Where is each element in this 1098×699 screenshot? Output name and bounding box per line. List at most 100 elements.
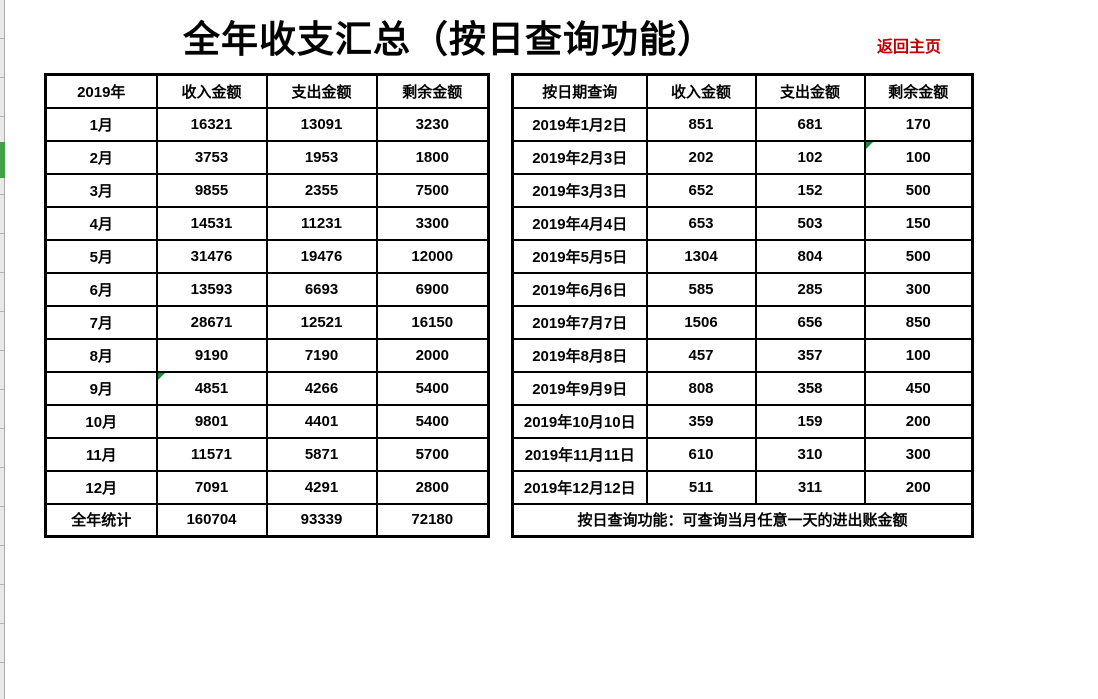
- table-cell[interactable]: 152: [754, 172, 866, 208]
- table-cell[interactable]: 2019年8月8日: [511, 337, 648, 373]
- table-cell[interactable]: 310: [754, 436, 866, 472]
- table-cell[interactable]: 285: [754, 271, 866, 307]
- table-cell[interactable]: 102: [754, 139, 866, 175]
- table-cell[interactable]: 28671: [155, 304, 268, 340]
- table-cell[interactable]: 850: [863, 304, 974, 340]
- table-cell[interactable]: 3月: [44, 172, 158, 208]
- table-cell[interactable]: 4月: [44, 205, 158, 241]
- table-cell[interactable]: 170: [863, 106, 974, 142]
- table-cell[interactable]: 100: [863, 337, 974, 373]
- table-cell[interactable]: 3230: [375, 106, 490, 142]
- table-cell[interactable]: 12521: [265, 304, 378, 340]
- footer-note-cell[interactable]: 按日查询功能：可查询当月任意一天的进出账金额: [511, 502, 974, 538]
- column-header[interactable]: 剩余金额: [863, 73, 974, 109]
- table-cell[interactable]: 300: [863, 436, 974, 472]
- table-cell[interactable]: 2019年7月7日: [511, 304, 648, 340]
- table-cell[interactable]: 2019年2月3日: [511, 139, 648, 175]
- table-cell[interactable]: 656: [754, 304, 866, 340]
- table-cell[interactable]: 14531: [155, 205, 268, 241]
- table-cell[interactable]: 359: [645, 403, 757, 439]
- table-cell[interactable]: 9月: [44, 370, 158, 406]
- table-cell[interactable]: 4266: [265, 370, 378, 406]
- table-cell[interactable]: 16321: [155, 106, 268, 142]
- table-cell[interactable]: 12月: [44, 469, 158, 505]
- table-cell[interactable]: 2月: [44, 139, 158, 175]
- table-cell[interactable]: 3753: [155, 139, 268, 175]
- table-cell[interactable]: 503: [754, 205, 866, 241]
- table-cell[interactable]: 457: [645, 337, 757, 373]
- table-cell[interactable]: 7091: [155, 469, 268, 505]
- table-cell[interactable]: 200: [863, 469, 974, 505]
- table-cell[interactable]: 160704: [155, 502, 268, 538]
- table-cell[interactable]: 7月: [44, 304, 158, 340]
- table-cell[interactable]: 16150: [375, 304, 490, 340]
- table-cell[interactable]: 585: [645, 271, 757, 307]
- column-header[interactable]: 收入金额: [645, 73, 757, 109]
- table-cell[interactable]: 450: [863, 370, 974, 406]
- home-link[interactable]: 返回主页: [877, 39, 942, 56]
- table-cell[interactable]: 681: [754, 106, 866, 142]
- table-cell[interactable]: 19476: [265, 238, 378, 274]
- table-cell[interactable]: 2800: [375, 469, 490, 505]
- table-cell[interactable]: 13091: [265, 106, 378, 142]
- column-header[interactable]: 支出金额: [754, 73, 866, 109]
- table-cell[interactable]: 311: [754, 469, 866, 505]
- table-cell[interactable]: 2019年9月9日: [511, 370, 648, 406]
- table-cell[interactable]: 2019年5月5日: [511, 238, 648, 274]
- column-header[interactable]: 支出金额: [265, 73, 378, 109]
- table-cell[interactable]: 全年统计: [44, 502, 158, 538]
- table-cell[interactable]: 1304: [645, 238, 757, 274]
- table-cell[interactable]: 11231: [265, 205, 378, 241]
- table-cell[interactable]: 357: [754, 337, 866, 373]
- table-cell[interactable]: 11月: [44, 436, 158, 472]
- column-header[interactable]: 收入金额: [155, 73, 268, 109]
- table-cell[interactable]: 9855: [155, 172, 268, 208]
- table-cell[interactable]: 1506: [645, 304, 757, 340]
- table-cell[interactable]: 7500: [375, 172, 490, 208]
- table-cell[interactable]: 5月: [44, 238, 158, 274]
- table-cell[interactable]: 1800: [375, 139, 490, 175]
- table-cell[interactable]: 2000: [375, 337, 490, 373]
- table-cell[interactable]: 804: [754, 238, 866, 274]
- table-cell[interactable]: 2019年3月3日: [511, 172, 648, 208]
- table-cell[interactable]: 9190: [155, 337, 268, 373]
- table-cell[interactable]: 358: [754, 370, 866, 406]
- table-cell[interactable]: 5400: [375, 403, 490, 439]
- table-cell[interactable]: 2019年12月12日: [511, 469, 648, 505]
- table-cell[interactable]: 5871: [265, 436, 378, 472]
- table-cell[interactable]: 11571: [155, 436, 268, 472]
- table-cell[interactable]: 500: [863, 172, 974, 208]
- table-cell[interactable]: 808: [645, 370, 757, 406]
- column-header[interactable]: 剩余金额: [375, 73, 490, 109]
- table-cell[interactable]: 4291: [265, 469, 378, 505]
- column-header[interactable]: 2019年: [44, 73, 158, 109]
- table-cell[interactable]: 100: [863, 139, 974, 175]
- table-cell[interactable]: 5700: [375, 436, 490, 472]
- table-cell[interactable]: 2019年6月6日: [511, 271, 648, 307]
- table-cell[interactable]: 2019年10月10日: [511, 403, 648, 439]
- table-cell[interactable]: 7190: [265, 337, 378, 373]
- table-cell[interactable]: 6900: [375, 271, 490, 307]
- table-cell[interactable]: 653: [645, 205, 757, 241]
- table-cell[interactable]: 2019年1月2日: [511, 106, 648, 142]
- table-cell[interactable]: 500: [863, 238, 974, 274]
- table-cell[interactable]: 5400: [375, 370, 490, 406]
- table-cell[interactable]: 9801: [155, 403, 268, 439]
- table-cell[interactable]: 511: [645, 469, 757, 505]
- table-cell[interactable]: 202: [645, 139, 757, 175]
- table-cell[interactable]: 2019年11月11日: [511, 436, 648, 472]
- table-cell[interactable]: 72180: [375, 502, 490, 538]
- table-cell[interactable]: 4851: [155, 370, 268, 406]
- table-cell[interactable]: 93339: [265, 502, 378, 538]
- table-cell[interactable]: 6月: [44, 271, 158, 307]
- table-cell[interactable]: 10月: [44, 403, 158, 439]
- table-cell[interactable]: 1月: [44, 106, 158, 142]
- table-cell[interactable]: 200: [863, 403, 974, 439]
- table-cell[interactable]: 6693: [265, 271, 378, 307]
- table-cell[interactable]: 300: [863, 271, 974, 307]
- table-cell[interactable]: 31476: [155, 238, 268, 274]
- table-cell[interactable]: 12000: [375, 238, 490, 274]
- table-cell[interactable]: 2019年4月4日: [511, 205, 648, 241]
- table-cell[interactable]: 652: [645, 172, 757, 208]
- table-cell[interactable]: 150: [863, 205, 974, 241]
